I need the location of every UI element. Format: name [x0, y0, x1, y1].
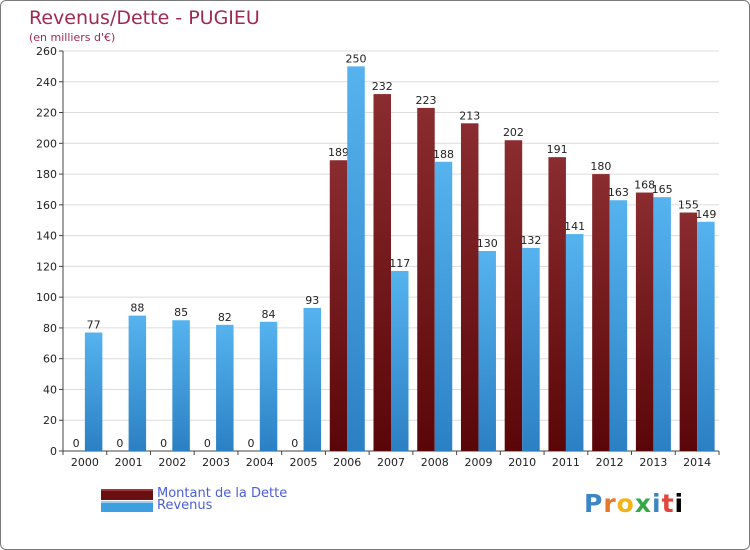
data-label-revenus: 250	[346, 52, 367, 65]
bar-dette	[592, 174, 610, 452]
data-label-dette: 0	[291, 437, 298, 450]
bar-dette	[417, 107, 435, 451]
y-tick-label: 40	[43, 383, 57, 396]
y-tick-label: 120	[36, 260, 57, 273]
bar-revenus	[653, 197, 671, 451]
y-tick-label: 0	[50, 445, 57, 458]
y-tick-label: 260	[36, 45, 57, 58]
logo-letter: i	[674, 489, 685, 518]
bar-dette	[548, 157, 566, 451]
data-label-revenus: 163	[608, 186, 629, 199]
data-label-revenus: 132	[520, 234, 541, 247]
data-label-dette: 232	[372, 80, 393, 93]
proxiti-logo: Proxiti	[584, 489, 684, 518]
data-label-dette: 180	[590, 160, 611, 173]
data-label-dette: 155	[678, 199, 699, 212]
y-tick-label: 140	[36, 230, 57, 243]
data-label-revenus: 85	[174, 306, 188, 319]
bar-revenus	[522, 247, 540, 451]
data-label-dette: 223	[415, 94, 436, 107]
bar-revenus	[303, 307, 322, 451]
bar-revenus	[172, 320, 190, 451]
bar-revenus	[216, 324, 234, 451]
data-label-revenus: 188	[433, 148, 454, 161]
logo-letter: t	[661, 489, 675, 518]
y-tick-label: 240	[36, 76, 57, 89]
bar-revenus	[434, 161, 453, 451]
data-label-revenus: 117	[389, 257, 410, 270]
y-tick-label: 200	[36, 137, 57, 150]
bar-dette	[329, 160, 348, 451]
x-tick-label: 2009	[464, 456, 492, 469]
y-tick-label: 80	[43, 322, 57, 335]
data-label-revenus: 82	[218, 311, 232, 324]
y-tick-label: 20	[43, 414, 57, 427]
x-tick-label: 2004	[246, 456, 274, 469]
data-label-dette: 213	[459, 109, 480, 122]
bar-revenus	[347, 66, 365, 451]
bar-dette	[635, 192, 654, 452]
data-label-dette: 189	[328, 146, 349, 159]
x-tick-label: 2007	[377, 456, 405, 469]
data-label-dette: 0	[160, 437, 167, 450]
logo-letter: x	[634, 489, 652, 518]
data-label-revenus: 141	[564, 220, 585, 233]
data-label-dette: 0	[73, 437, 80, 450]
bar-revenus	[697, 221, 715, 451]
x-tick-label: 2008	[421, 456, 449, 469]
x-tick-label: 2005	[290, 456, 318, 469]
x-tick-label: 2006	[333, 456, 361, 469]
data-label-revenus: 84	[262, 308, 276, 321]
x-tick-label: 2014	[683, 456, 711, 469]
y-tick-label: 60	[43, 353, 57, 366]
logo-letter: r	[603, 489, 617, 518]
x-tick-label: 2011	[552, 456, 580, 469]
bar-revenus	[259, 321, 278, 451]
data-label-revenus: 130	[477, 237, 498, 250]
y-tick-label: 220	[36, 107, 57, 120]
logo-letter: i	[652, 489, 662, 518]
x-tick-label: 2013	[639, 456, 667, 469]
x-tick-label: 2003	[202, 456, 230, 469]
y-tick-label: 160	[36, 199, 57, 212]
bar-dette	[460, 123, 479, 452]
x-tick-label: 2001	[115, 456, 143, 469]
bar-revenus	[478, 251, 496, 451]
bar-revenus	[391, 271, 409, 451]
bar-revenus	[84, 332, 103, 451]
x-tick-label: 2000	[71, 456, 99, 469]
data-label-revenus: 88	[130, 302, 144, 315]
data-label-revenus: 165	[652, 183, 673, 196]
legend-label-revenus: Revenus	[157, 498, 213, 513]
x-tick-label: 2012	[596, 456, 624, 469]
data-label-dette: 0	[116, 437, 123, 450]
data-label-dette: 191	[547, 143, 568, 156]
bar-dette	[504, 140, 523, 451]
data-label-dette: 0	[204, 437, 211, 450]
data-label-revenus: 93	[305, 294, 319, 307]
legend-swatch-revenus	[101, 501, 153, 512]
data-label-dette: 168	[634, 179, 655, 192]
bar-dette	[373, 94, 391, 452]
x-tick-label: 2010	[508, 456, 536, 469]
bar-revenus	[609, 200, 628, 451]
chart-title: Revenus/Dette - PUGIEU	[29, 7, 260, 29]
logo-letter: o	[616, 489, 635, 518]
x-tick-label: 2002	[158, 456, 186, 469]
bar-revenus	[565, 234, 584, 451]
data-label-revenus: 77	[87, 319, 101, 332]
data-label-dette: 202	[503, 126, 524, 139]
logo-letter: P	[584, 489, 604, 518]
bar-dette	[679, 212, 698, 451]
legend-swatch-dette	[101, 489, 153, 500]
data-label-revenus: 149	[695, 208, 716, 221]
y-tick-label: 180	[36, 168, 57, 181]
y-tick-label: 100	[36, 291, 57, 304]
bar-revenus	[128, 315, 147, 451]
chart-subtitle: (en milliers d'€)	[29, 31, 116, 44]
data-label-dette: 0	[248, 437, 255, 450]
legend-label-dette: Montant de la Dette	[157, 486, 288, 501]
